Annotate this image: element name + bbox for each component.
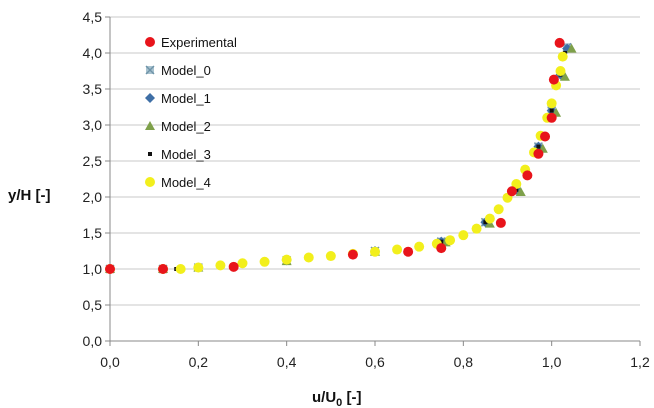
data-point — [559, 71, 570, 81]
data-point — [193, 262, 204, 273]
data-point — [392, 244, 403, 255]
legend-item: Model_3 — [148, 147, 211, 162]
legend-item: Experimental — [145, 35, 237, 50]
data-point — [105, 264, 115, 274]
data-point — [445, 235, 456, 246]
data-point — [566, 43, 577, 53]
data-point — [403, 246, 414, 257]
tick-labels: 0,0 0,5 1,0 1,5 2,0 2,5 3,0 3,5 4,0 4,5 0,0 0,2 0,4 0… — [83, 9, 650, 370]
data-point — [237, 258, 248, 269]
series-experimental — [105, 37, 565, 274]
x-axis-label: u/U0 [-] — [312, 389, 361, 408]
data-point — [158, 264, 168, 274]
data-point — [554, 37, 565, 48]
data-point — [228, 261, 239, 272]
data-point — [511, 179, 522, 190]
y-tick-label: 4,5 — [83, 9, 103, 25]
x-tick-label: 0,4 — [277, 354, 297, 370]
data-point — [536, 144, 541, 149]
y-tick-label: 2,0 — [83, 189, 103, 205]
x-tick-label: 0,6 — [365, 354, 385, 370]
legend-item: Model_2 — [145, 119, 211, 134]
data-point — [533, 148, 544, 159]
legend-marker — [148, 152, 152, 156]
data-point — [370, 246, 380, 257]
data-point — [458, 230, 469, 241]
data-point — [483, 220, 488, 225]
data-point — [484, 213, 495, 224]
data-point — [546, 112, 557, 123]
legend-marker — [145, 177, 155, 187]
data-point — [175, 264, 186, 274]
legend-label: Experimental — [161, 35, 237, 50]
data-point — [506, 186, 517, 197]
data-point — [436, 243, 447, 254]
data-point — [325, 251, 336, 262]
y-tick-label: 3,5 — [83, 81, 103, 97]
data-point — [281, 254, 292, 265]
legend-label: Model_0 — [161, 63, 211, 78]
y-tick-label: 1,5 — [83, 225, 103, 241]
legend-label: Model_4 — [161, 175, 211, 190]
data-point — [548, 74, 559, 85]
data-point — [557, 51, 568, 62]
y-tick-label: 0,5 — [83, 297, 103, 313]
data-point — [259, 256, 270, 267]
data-point — [540, 131, 551, 142]
y-tick-label: 1,0 — [83, 261, 103, 277]
legend-item: Model_1 — [145, 91, 211, 106]
x-tick-label: 0,0 — [100, 354, 120, 370]
legend: Experimental Model_0 Model_1 Model_2 Model_3… — [145, 35, 237, 190]
data-point — [515, 186, 526, 196]
data-point — [303, 252, 314, 263]
data-point — [347, 249, 358, 260]
data-point — [215, 260, 226, 271]
legend-label: Model_1 — [161, 91, 211, 106]
x-tick-label: 1,0 — [542, 354, 562, 370]
series-model-4 — [105, 51, 568, 274]
data-point — [555, 66, 566, 76]
legend-marker — [145, 93, 155, 103]
legend-item: Model_0 — [145, 63, 211, 78]
legend-marker — [145, 65, 155, 75]
legend-marker — [145, 37, 155, 47]
y-tick-label: 3,0 — [83, 117, 103, 133]
legend-label: Model_2 — [161, 119, 211, 134]
data-point — [414, 241, 425, 252]
series-layer — [105, 37, 577, 274]
legend-label: Model_3 — [161, 147, 211, 162]
x-axis-label-unit: [-] — [342, 389, 361, 406]
data-point — [493, 204, 504, 215]
x-tick-label: 0,2 — [189, 354, 209, 370]
y-tick-label: 2,5 — [83, 153, 103, 169]
y-axis-label: y/H [-] — [8, 187, 51, 204]
legend-item: Model_4 — [145, 175, 211, 190]
x-axis-label-subscript: 0 — [336, 397, 342, 408]
x-tick-label: 0,8 — [454, 354, 474, 370]
legend-marker — [145, 121, 155, 130]
x-tick-label: 1,2 — [630, 354, 650, 370]
x-axis-label-main: u/U — [312, 389, 336, 406]
data-point — [522, 170, 533, 181]
data-point — [549, 108, 554, 113]
data-point — [546, 98, 557, 109]
data-point — [471, 223, 482, 234]
y-tick-label: 4,0 — [83, 45, 103, 61]
y-tick-label: 0,0 — [83, 333, 103, 349]
data-point — [495, 217, 506, 228]
